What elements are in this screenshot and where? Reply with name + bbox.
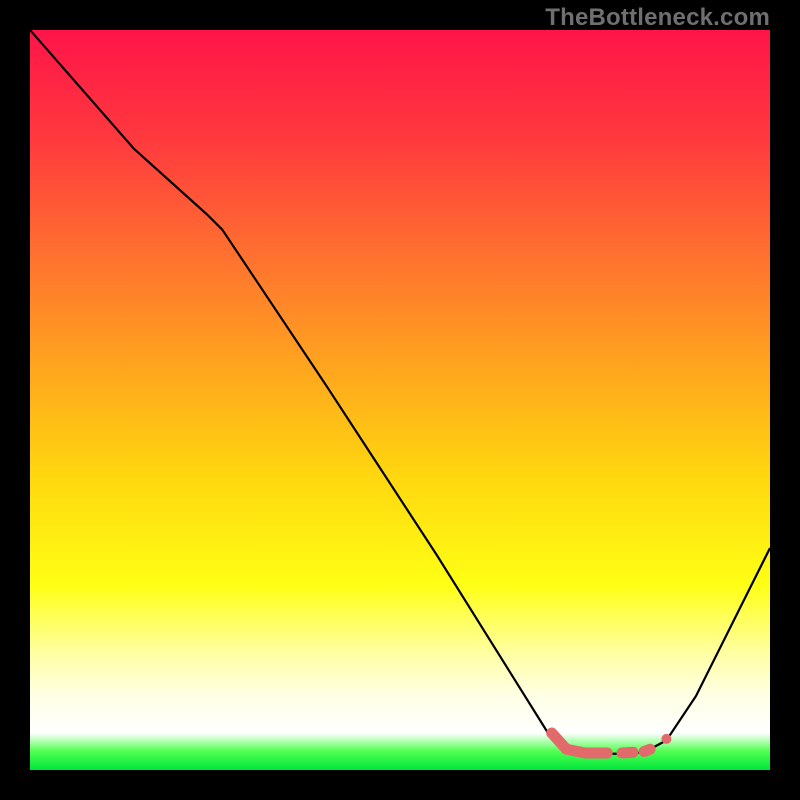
plot-area xyxy=(30,30,770,770)
optimal-range-highlight-1 xyxy=(622,752,633,753)
bottleneck-curve-chart xyxy=(30,30,770,770)
gradient-background xyxy=(30,30,770,770)
watermark-label: TheBottleneck.com xyxy=(545,4,770,32)
chart-container: TheBottleneck.com xyxy=(0,0,800,800)
optimal-range-dot-0 xyxy=(661,734,671,744)
optimal-range-highlight-2 xyxy=(644,749,650,751)
